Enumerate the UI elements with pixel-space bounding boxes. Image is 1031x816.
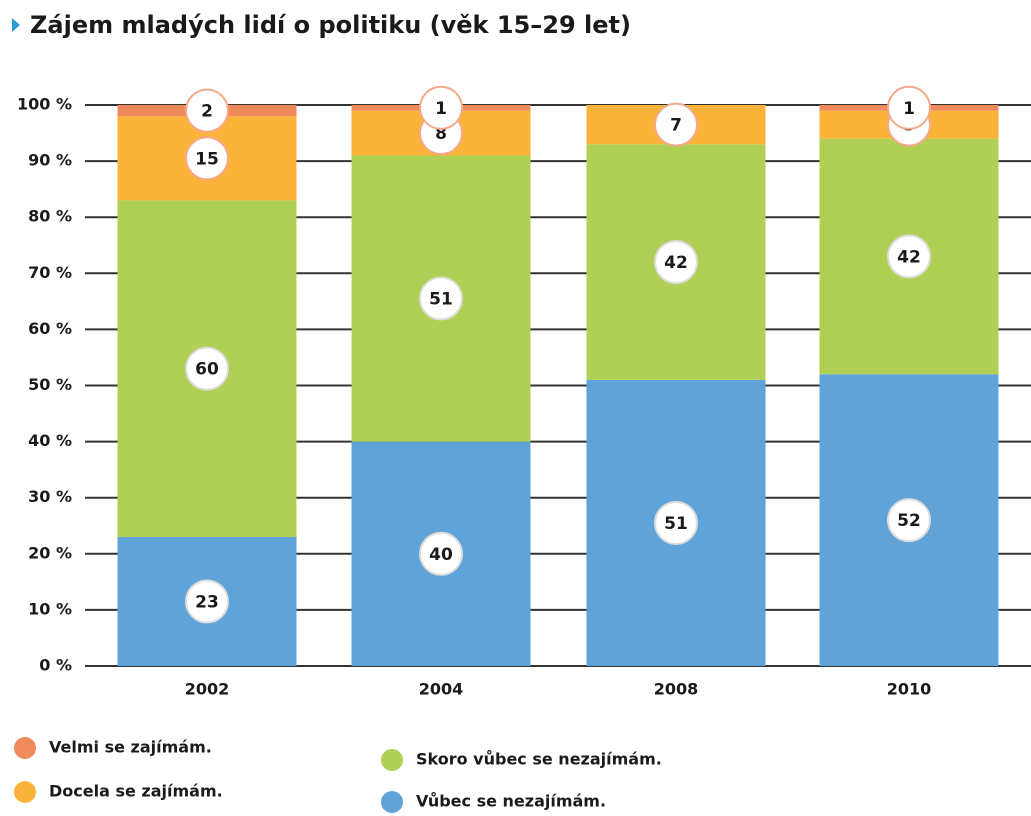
legend-label: Vůbec se nezajímám.	[416, 792, 606, 811]
legend-marker	[381, 791, 403, 813]
value-label-badge	[654, 102, 698, 147]
value-label: 51	[664, 514, 688, 534]
y-tick-label: 70 %	[28, 263, 72, 282]
value-label-badge	[419, 276, 463, 321]
title-marker	[12, 18, 20, 32]
y-tick-label: 10 %	[28, 599, 72, 618]
y-tick-label: 50 %	[28, 375, 72, 394]
value-label: 42	[664, 253, 688, 273]
y-tick-label: 80 %	[28, 207, 72, 226]
chart-title: Zájem mladých lidí o politiku (věk 15–29…	[30, 11, 631, 39]
legend-marker	[14, 781, 36, 803]
value-label-badge	[185, 579, 229, 624]
value-label: 52	[897, 511, 921, 531]
value-label-badge	[887, 498, 931, 543]
value-label: 8	[435, 124, 447, 144]
value-label-badge	[185, 88, 229, 133]
value-label: 15	[195, 149, 219, 169]
value-label: 7	[670, 116, 682, 136]
y-tick-label: 90 %	[28, 151, 72, 170]
value-label-badge	[654, 240, 698, 285]
x-tick-label: 2004	[419, 680, 464, 699]
value-label-badge	[887, 85, 931, 130]
x-tick-label: 2008	[654, 680, 699, 699]
y-tick-label: 60 %	[28, 319, 72, 338]
value-label: 60	[195, 360, 219, 380]
value-label-badge	[419, 85, 463, 130]
value-label-badge	[887, 234, 931, 279]
x-tick-label: 2010	[887, 680, 932, 699]
y-tick-label: 0 %	[39, 656, 72, 675]
legend-marker	[381, 749, 403, 771]
value-label-badge	[654, 500, 698, 545]
legend-marker	[14, 737, 36, 759]
x-tick-label: 2002	[185, 680, 230, 699]
value-label-badge	[185, 136, 229, 181]
value-label: 2	[201, 102, 213, 122]
y-tick-label: 20 %	[28, 543, 72, 562]
value-label: 42	[897, 247, 921, 267]
value-label: 23	[195, 592, 219, 612]
value-label: 51	[429, 290, 453, 310]
y-tick-label: 40 %	[28, 431, 72, 450]
value-label-badge	[185, 346, 229, 391]
legend-label: Velmi se zajímám.	[49, 738, 212, 757]
legend-label: Skoro vůbec se nezajímám.	[416, 750, 662, 769]
y-tick-label: 30 %	[28, 487, 72, 506]
value-label-badge	[419, 531, 463, 576]
value-label: 1	[903, 99, 915, 119]
value-label: 1	[435, 99, 447, 119]
y-tick-label: 100 %	[17, 95, 72, 114]
value-label: 40	[429, 545, 453, 565]
legend-label: Docela se zajímám.	[49, 782, 223, 801]
